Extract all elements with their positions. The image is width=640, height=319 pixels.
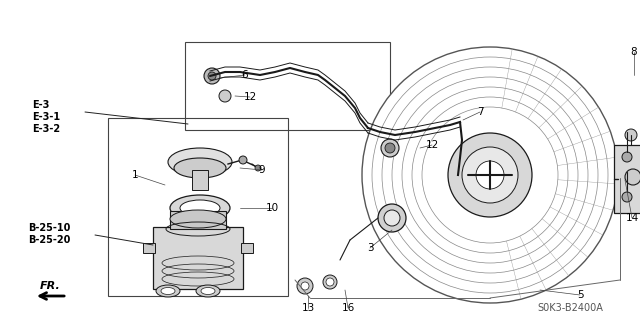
Circle shape — [323, 275, 337, 289]
Circle shape — [455, 123, 465, 133]
Circle shape — [385, 143, 395, 153]
Bar — [108, 118, 288, 296]
Text: 14: 14 — [625, 213, 639, 223]
Ellipse shape — [201, 287, 215, 294]
Ellipse shape — [161, 287, 175, 294]
Bar — [614, 145, 640, 213]
Ellipse shape — [180, 200, 220, 216]
Bar — [143, 243, 155, 253]
Ellipse shape — [168, 148, 232, 176]
Text: E-3: E-3 — [32, 100, 49, 110]
Bar — [170, 211, 226, 229]
Circle shape — [625, 129, 637, 141]
Text: 5: 5 — [577, 290, 583, 300]
Text: 8: 8 — [630, 47, 637, 57]
Circle shape — [381, 139, 399, 157]
Circle shape — [301, 282, 309, 290]
Circle shape — [362, 47, 618, 303]
Circle shape — [326, 278, 334, 286]
Text: 6: 6 — [242, 70, 248, 80]
Ellipse shape — [170, 195, 230, 221]
Circle shape — [622, 152, 632, 162]
Circle shape — [378, 204, 406, 232]
Text: 10: 10 — [266, 203, 278, 213]
Text: 7: 7 — [477, 107, 483, 117]
Text: E-3-1: E-3-1 — [32, 112, 60, 122]
Text: 3: 3 — [367, 243, 373, 253]
Circle shape — [476, 161, 504, 189]
Circle shape — [219, 90, 231, 102]
Ellipse shape — [174, 158, 226, 178]
Ellipse shape — [196, 285, 220, 297]
Text: B-25-20: B-25-20 — [28, 235, 70, 245]
Text: FR.: FR. — [40, 281, 60, 291]
Bar — [241, 243, 253, 253]
Text: 12: 12 — [243, 92, 257, 102]
Circle shape — [458, 125, 463, 130]
Text: 13: 13 — [301, 303, 315, 313]
Bar — [185, 42, 390, 130]
Text: 16: 16 — [341, 303, 355, 313]
Text: 12: 12 — [426, 140, 438, 150]
Ellipse shape — [170, 210, 226, 228]
Circle shape — [451, 119, 469, 137]
Ellipse shape — [156, 285, 180, 297]
Circle shape — [384, 210, 400, 226]
Text: 1: 1 — [132, 170, 138, 180]
Circle shape — [208, 72, 216, 80]
Text: 9: 9 — [259, 165, 266, 175]
Circle shape — [255, 165, 261, 171]
Bar — [192, 170, 208, 190]
Circle shape — [462, 147, 518, 203]
Circle shape — [297, 278, 313, 294]
Circle shape — [204, 68, 220, 84]
Bar — [153, 227, 243, 289]
Text: S0K3-B2400A: S0K3-B2400A — [537, 303, 603, 313]
Circle shape — [239, 156, 247, 164]
Circle shape — [625, 169, 640, 185]
Circle shape — [448, 133, 532, 217]
Circle shape — [622, 192, 632, 202]
Text: B-25-10: B-25-10 — [28, 223, 70, 233]
Text: E-3-2: E-3-2 — [32, 124, 60, 134]
